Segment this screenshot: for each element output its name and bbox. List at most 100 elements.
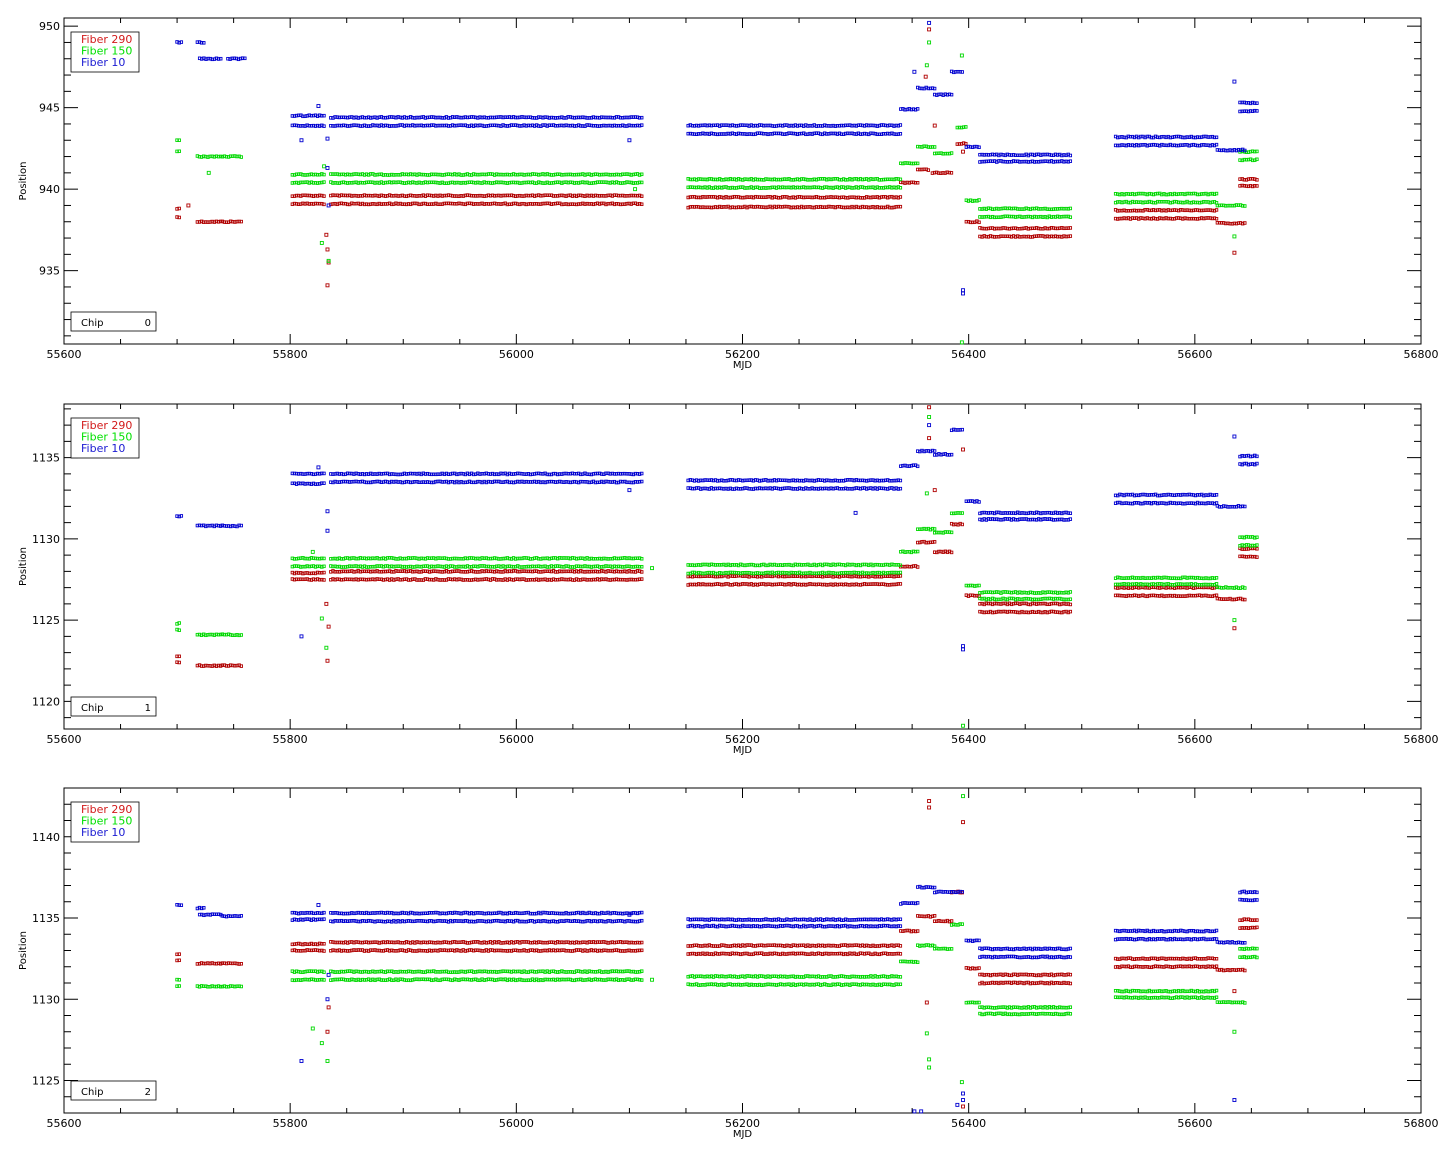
data-point — [507, 172, 512, 177]
data-point — [1055, 234, 1060, 239]
data-point — [692, 177, 697, 181]
data-point — [423, 180, 428, 184]
data-point — [1141, 216, 1145, 221]
series-track — [899, 161, 920, 166]
data-point — [898, 132, 903, 136]
data-point — [941, 171, 945, 175]
data-point — [829, 177, 833, 182]
data-point — [959, 53, 964, 58]
data-point — [490, 181, 495, 185]
data-point — [309, 180, 314, 184]
data-point — [639, 557, 644, 561]
data-point — [231, 219, 235, 224]
series-track — [329, 180, 644, 185]
data-point — [390, 180, 394, 185]
data-point — [686, 185, 690, 190]
series-track — [949, 69, 964, 75]
data-point — [337, 201, 342, 206]
data-point — [764, 186, 768, 190]
data-point — [960, 511, 964, 515]
data-point — [524, 202, 528, 207]
data-point — [793, 196, 798, 200]
data-point — [1166, 200, 1170, 204]
data-point — [730, 205, 735, 209]
data-point — [881, 186, 886, 190]
data-point — [520, 172, 524, 177]
data-point — [812, 185, 816, 189]
data-point — [1145, 207, 1149, 212]
data-point — [875, 185, 879, 189]
data-point — [885, 185, 890, 190]
data-point — [606, 180, 610, 185]
data-point — [589, 181, 594, 185]
data-point — [434, 115, 438, 120]
data-point — [457, 201, 461, 206]
data-point — [381, 115, 386, 120]
data-point — [734, 205, 739, 210]
data-point — [490, 201, 495, 206]
data-point — [783, 185, 787, 190]
data-point — [175, 40, 179, 44]
data-point — [1197, 216, 1202, 221]
data-point — [524, 115, 528, 120]
data-point — [413, 172, 417, 176]
data-point — [1179, 192, 1183, 196]
data-point — [730, 195, 735, 199]
data-point — [705, 195, 709, 199]
data-point — [522, 194, 526, 198]
data-point — [434, 193, 438, 198]
data-point — [755, 204, 760, 209]
series-track — [197, 56, 223, 62]
data-point — [1141, 191, 1145, 196]
data-point — [436, 202, 440, 206]
data-point — [292, 123, 297, 127]
data-point — [356, 172, 360, 176]
data-point — [1232, 234, 1237, 239]
data-point — [383, 194, 388, 198]
data-point — [218, 154, 223, 159]
series-track — [329, 556, 644, 561]
data-point — [499, 180, 503, 185]
data-point — [576, 181, 581, 185]
data-point — [539, 172, 543, 177]
data-point — [1005, 234, 1010, 238]
data-point — [711, 177, 716, 182]
data-point — [1208, 200, 1212, 205]
data-point — [799, 185, 804, 190]
data-point — [1226, 221, 1230, 226]
data-point — [1189, 201, 1194, 205]
data-point — [404, 202, 409, 207]
data-point — [390, 202, 394, 207]
data-point — [366, 202, 371, 207]
data-point — [864, 195, 869, 199]
data-point — [446, 172, 451, 176]
data-point — [532, 181, 537, 185]
data-point — [511, 193, 516, 198]
data-point — [459, 173, 463, 177]
data-point — [480, 194, 484, 198]
data-point — [743, 186, 747, 190]
data-point — [315, 201, 320, 206]
data-point — [522, 202, 526, 206]
data-point — [296, 124, 301, 128]
data-point — [732, 194, 737, 199]
data-point — [442, 173, 447, 177]
data-point — [1051, 226, 1056, 230]
data-point — [1197, 208, 1202, 213]
data-point — [947, 151, 952, 156]
data-point — [303, 193, 307, 198]
data-point — [478, 202, 482, 206]
data-point — [1206, 216, 1210, 220]
data-point — [404, 194, 409, 199]
data-point — [585, 172, 589, 177]
data-point — [932, 540, 937, 544]
data-point — [375, 180, 379, 185]
data-point — [471, 202, 476, 206]
data-point — [358, 194, 363, 198]
data-point — [495, 202, 499, 206]
data-point — [764, 195, 768, 199]
data-point — [1158, 200, 1162, 204]
data-point — [373, 115, 377, 119]
data-point — [935, 151, 939, 156]
data-point — [294, 123, 299, 128]
